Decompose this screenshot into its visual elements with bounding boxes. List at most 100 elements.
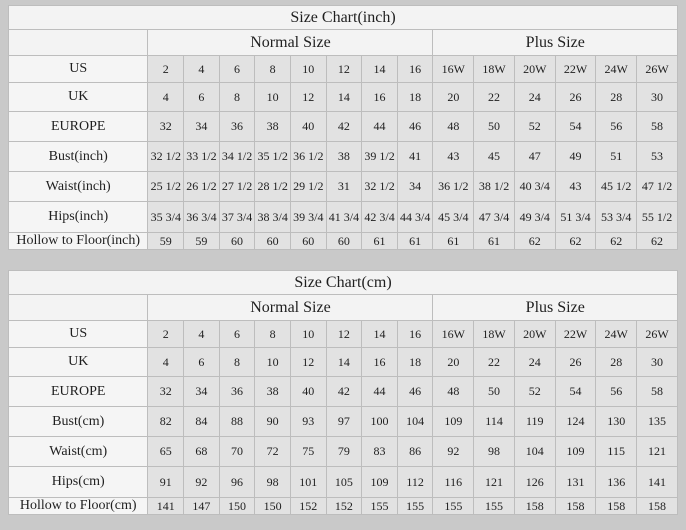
row-label: Waist(cm) xyxy=(7,436,149,467)
table-cell: 100 xyxy=(361,406,398,437)
table-row: Bust(cm) 82 84 88 90 93 97 100 104 109 114 119 124 13… xyxy=(7,406,678,437)
table-cell: 155 xyxy=(473,497,515,515)
table-cell: 47 xyxy=(513,141,556,172)
table-cell: 24W xyxy=(595,320,638,348)
table-cell: 54 xyxy=(554,376,597,407)
table-cell: 24 xyxy=(513,82,556,112)
table-cell: 4 xyxy=(183,320,220,348)
table-cell: 20W xyxy=(513,55,556,83)
table-cell: 8 xyxy=(218,347,256,377)
table-cell: 55 1/2 xyxy=(636,201,678,233)
table-cell: 39 3/4 xyxy=(289,201,327,233)
table-cell: 24 xyxy=(513,347,556,377)
table-cell: 26 xyxy=(554,82,597,112)
table-cell: 47 1/2 xyxy=(636,171,678,202)
table-cell: 68 xyxy=(183,436,220,467)
table-cell: 35 3/4 xyxy=(147,201,185,233)
table-cell: 26 1/2 xyxy=(183,171,220,202)
table-cell: 6 xyxy=(218,55,256,83)
table-cell: 104 xyxy=(396,406,434,437)
table-cell: 150 xyxy=(254,497,291,515)
table-cell: 14 xyxy=(361,55,398,83)
table-cell: 39 1/2 xyxy=(361,141,398,172)
table-cell: 8 xyxy=(254,320,291,348)
table-cell: 38 3/4 xyxy=(254,201,291,233)
table-row: EUROPE 32 34 36 38 40 42 44 46 48 50 52 54 56 58 xyxy=(7,111,678,142)
table-cell: 42 3/4 xyxy=(361,201,398,233)
table-cell: 33 1/2 xyxy=(183,141,220,172)
chart-title-row: Size Chart(inch) xyxy=(8,5,678,30)
table-cell: 92 xyxy=(432,436,475,467)
table-cell: 34 xyxy=(183,376,220,407)
table-cell: 59 xyxy=(147,232,185,250)
table-cell: 20W xyxy=(513,320,556,348)
table-cell: 84 xyxy=(183,406,220,437)
table-cell: 18W xyxy=(473,320,515,348)
table-cell: 109 xyxy=(361,466,398,498)
table-cell: 112 xyxy=(396,466,434,498)
table-cell: 16 xyxy=(396,320,434,348)
table-cell: 60 xyxy=(289,232,327,250)
table-cell: 38 1/2 xyxy=(473,171,515,202)
table-cell: 105 xyxy=(325,466,363,498)
table-cell: 53 xyxy=(636,141,678,172)
size-chart-cm-table: Size Chart(cm) Normal Size Plus Size US 2 4 6 8… xyxy=(7,270,678,515)
table-cell: 14 xyxy=(325,82,363,112)
table-cell: 12 xyxy=(289,347,327,377)
table-cell: 45 3/4 xyxy=(432,201,475,233)
table-row: UK 4 6 8 10 12 14 16 18 20 22 24 26 28 30 xyxy=(7,347,678,377)
table-cell: 4 xyxy=(147,82,185,112)
table-cell: 91 xyxy=(147,466,185,498)
table-cell: 60 xyxy=(325,232,363,250)
table-row: UK 4 6 8 10 12 14 16 18 20 22 24 26 28 30 xyxy=(7,82,678,112)
table-cell: 2 xyxy=(147,55,185,83)
row-label: Hollow to Floor(cm) xyxy=(7,497,149,515)
table-cell: 34 xyxy=(396,171,434,202)
table-cell: 116 xyxy=(432,466,475,498)
column-group-row: Normal Size Plus Size xyxy=(7,29,678,56)
table-cell: 53 3/4 xyxy=(595,201,638,233)
table-cell: 72 xyxy=(254,436,291,467)
row-label: Hollow to Floor(inch) xyxy=(7,232,149,250)
table-cell: 60 xyxy=(218,232,256,250)
table-cell: 40 xyxy=(289,376,327,407)
table-cell: 18W xyxy=(473,55,515,83)
table-cell: 44 3/4 xyxy=(396,201,434,233)
table-cell: 62 xyxy=(595,232,638,250)
row-label: Bust(cm) xyxy=(7,406,149,437)
table-cell: 8 xyxy=(254,55,291,83)
corner-cell xyxy=(7,294,149,321)
table-cell: 109 xyxy=(432,406,475,437)
table-cell: 82 xyxy=(147,406,185,437)
row-label: Waist(inch) xyxy=(7,171,149,202)
row-label: Hips(cm) xyxy=(7,466,149,498)
table-cell: 25 1/2 xyxy=(147,171,185,202)
table-cell: 20 xyxy=(432,347,475,377)
table-cell: 12 xyxy=(325,320,363,348)
table-cell: 8 xyxy=(218,82,256,112)
table-cell: 114 xyxy=(473,406,515,437)
table-cell: 24W xyxy=(595,55,638,83)
table-cell: 18 xyxy=(396,82,434,112)
table-cell: 18 xyxy=(396,347,434,377)
table-cell: 41 3/4 xyxy=(325,201,363,233)
table-cell: 6 xyxy=(183,82,220,112)
table-cell: 52 xyxy=(513,111,556,142)
table-cell: 54 xyxy=(554,111,597,142)
table-cell: 109 xyxy=(554,436,597,467)
table-row: Waist(cm) 65 68 70 72 75 79 83 86 92 98 104 109 115 12… xyxy=(7,436,678,467)
row-label: US xyxy=(7,55,149,83)
table-cell: 10 xyxy=(254,82,291,112)
table-cell: 97 xyxy=(325,406,363,437)
column-group-header: Normal Size xyxy=(147,294,434,321)
table-cell: 93 xyxy=(289,406,327,437)
table-cell: 26W xyxy=(636,320,678,348)
corner-cell xyxy=(7,29,149,56)
table-cell: 46 xyxy=(396,111,434,142)
table-cell: 36 1/2 xyxy=(432,171,475,202)
table-cell: 22 xyxy=(473,82,515,112)
table-cell: 147 xyxy=(183,497,220,515)
table-cell: 14 xyxy=(325,347,363,377)
table-cell: 65 xyxy=(147,436,185,467)
